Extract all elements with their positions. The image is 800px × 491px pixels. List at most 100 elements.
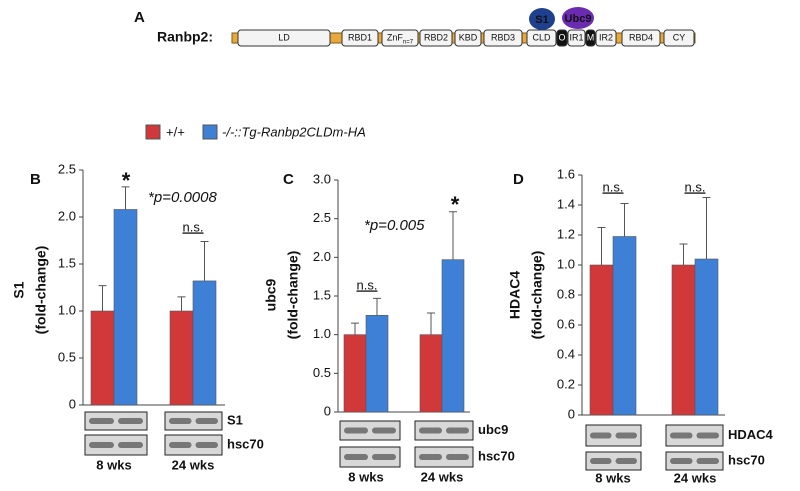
domain-label: RBD4 — [629, 33, 653, 43]
blot-band — [169, 418, 192, 424]
blot-box — [84, 434, 148, 456]
y-tick-label: 0.4 — [557, 346, 575, 361]
protein-label: Ranbp2: — [157, 29, 213, 45]
domain-label: RBD2 — [424, 33, 448, 43]
annotation: n.s. — [357, 277, 378, 292]
error-bar — [427, 312, 435, 335]
blot-label: S1 — [227, 412, 243, 427]
error-bar — [98, 285, 107, 311]
annotation: * — [122, 168, 131, 193]
binder-bubble — [562, 7, 594, 29]
blot-band — [670, 458, 693, 464]
domain-subscript: n=7 — [403, 39, 414, 45]
y-tick-label: 2.0 — [313, 249, 331, 264]
blot-box — [339, 420, 401, 441]
annotation: *p=0.005 — [364, 217, 425, 234]
blot-label: hsc70 — [478, 448, 515, 463]
blot-label: hsc70 — [728, 452, 765, 467]
y-tick-label: 1.0 — [557, 256, 575, 271]
bar — [441, 259, 465, 413]
bar — [589, 264, 614, 416]
y-axis-label: ubc9 — [263, 278, 279, 311]
blot-band — [590, 458, 612, 464]
domain-name: RBD3 — [491, 33, 515, 43]
blot-band — [118, 418, 143, 424]
domain-label: ZnFn=7 — [387, 33, 414, 45]
x-tick-label: 24 wks — [172, 457, 215, 472]
binder-label: Ubc9 — [565, 13, 592, 25]
bar — [169, 310, 194, 406]
domain-name: RBD2 — [424, 33, 448, 43]
blot-band — [615, 458, 637, 464]
blot-box — [414, 420, 474, 441]
blot-band — [89, 442, 114, 448]
y-tick-label: 2.5 — [58, 161, 76, 176]
domain-box — [526, 29, 557, 47]
domain-name: IR2 — [599, 33, 613, 43]
error-bar — [177, 296, 186, 311]
y-tick-label: 1.2 — [557, 226, 575, 241]
blot-band — [195, 418, 218, 424]
annotation: *p=0.0008 — [148, 189, 217, 206]
domain-label: M — [587, 33, 595, 43]
panel-letter: D — [513, 171, 524, 188]
domain-label: O — [558, 33, 565, 43]
blot-band — [372, 454, 396, 460]
domain-box — [454, 29, 482, 47]
blot-band — [615, 432, 637, 439]
domain-name: RBD4 — [629, 33, 653, 43]
y-tick-label: 0.5 — [58, 349, 76, 364]
y-tick-label: 2.5 — [313, 210, 331, 225]
blot-band — [169, 442, 192, 448]
bar — [192, 280, 217, 406]
blot-box — [665, 451, 724, 471]
binder-label: S1 — [535, 14, 548, 26]
panel-letter: B — [30, 171, 41, 188]
bar — [113, 209, 138, 406]
y-tick-label: 3.0 — [313, 171, 331, 186]
domain-label: RBD1 — [348, 33, 372, 43]
blot-box — [164, 411, 223, 431]
domain-name: O — [558, 33, 565, 43]
bar — [419, 334, 443, 413]
y-tick-label: 0 — [568, 406, 575, 421]
blot-box — [585, 451, 642, 471]
x-tick-label: 24 wks — [674, 470, 717, 485]
domain-name: IR1 — [569, 33, 583, 43]
error-bar — [121, 186, 130, 210]
domain-name: ZnF — [387, 33, 404, 43]
y-tick-label: 0 — [324, 403, 331, 418]
y-tick-label: 1.0 — [58, 302, 76, 317]
domain-box — [556, 29, 568, 47]
annotation: n.s. — [603, 179, 624, 194]
blot-box — [414, 446, 474, 468]
binder-bubble — [529, 8, 555, 30]
legend-label: +/+ — [166, 124, 185, 139]
domain-box — [381, 29, 419, 47]
bar — [365, 315, 389, 413]
y-tick-label: 2.0 — [58, 208, 76, 223]
domain-box — [419, 29, 453, 47]
blot-band — [696, 432, 719, 439]
y-axis-label: HDAC4 — [507, 271, 523, 319]
blot-band — [344, 454, 368, 460]
y-axis-label: (fold-change) — [285, 251, 301, 340]
blot-band — [446, 427, 469, 434]
y-axis-label: S1 — [11, 281, 27, 298]
domain-label: RBD3 — [491, 33, 515, 43]
blot-label: ubc9 — [478, 422, 508, 437]
error-bar — [702, 197, 711, 259]
y-tick-label: 0.6 — [557, 316, 575, 331]
domain-label: IR1 — [569, 33, 583, 43]
domain-name: CY — [673, 33, 686, 43]
blot-box — [164, 434, 223, 456]
bar — [694, 258, 719, 416]
error-bar — [449, 211, 457, 260]
y-tick-label: 1.0 — [313, 326, 331, 341]
panel-letter: C — [283, 171, 294, 188]
blot-band — [419, 454, 442, 460]
domain-box — [483, 29, 523, 47]
domain-label: LD — [278, 33, 290, 43]
domain-box — [341, 29, 379, 47]
